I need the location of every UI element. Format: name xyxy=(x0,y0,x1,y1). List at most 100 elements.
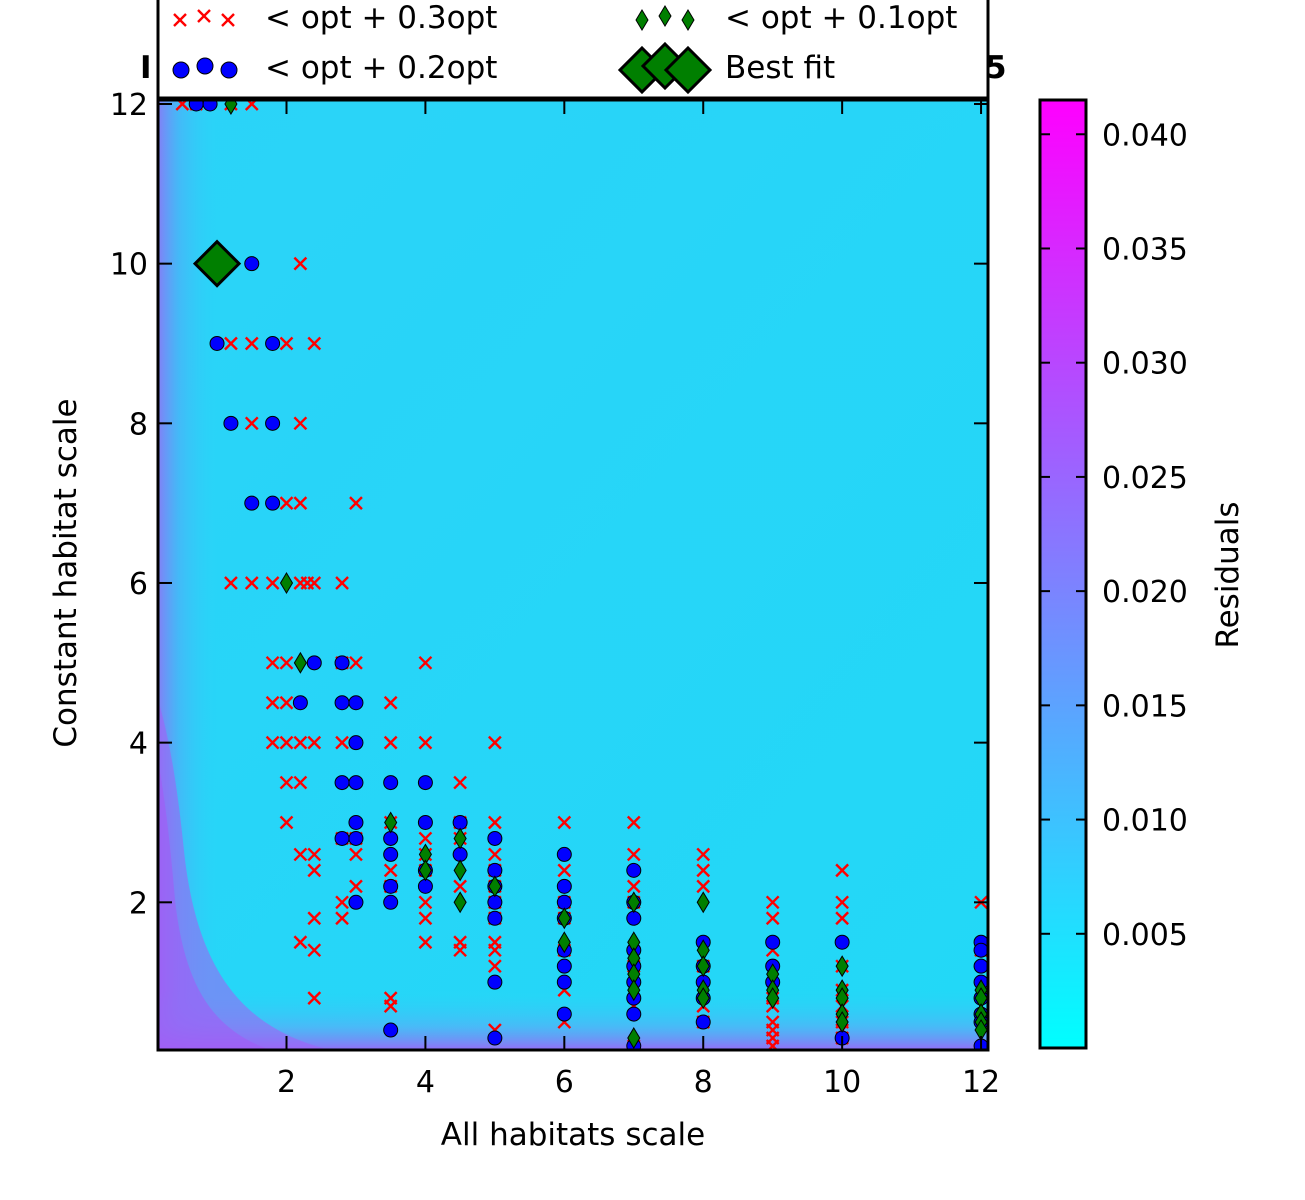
marker-thin-diamond-point xyxy=(696,891,710,914)
marker-x-point xyxy=(335,895,349,910)
marker-circle-point xyxy=(244,256,260,272)
marker-x-point xyxy=(488,959,502,974)
marker-x-point xyxy=(265,695,280,710)
marker-thin-diamond-point xyxy=(835,1011,849,1034)
marker-x-point xyxy=(835,863,849,878)
marker-x-point xyxy=(307,336,322,351)
y-tick-label: 2 xyxy=(129,886,148,921)
marker-circle-point xyxy=(292,695,308,711)
heatmap-field xyxy=(158,100,988,1050)
marker-x-point xyxy=(835,895,849,910)
marker-thin-diamond-point xyxy=(453,859,467,882)
axis-ticks: 2 4 6 8 10 12 2 4 6 8 10 12 xyxy=(110,88,1000,1100)
marker-x-point xyxy=(265,735,280,750)
marker-x-point xyxy=(488,943,502,958)
heatmap-corner-mid xyxy=(158,760,270,1050)
colorbar: 0.005 0.010 0.015 0.020 0.025 0.030 0.035 0.040… xyxy=(1038,98,1246,1050)
marker-circle-point xyxy=(383,894,399,910)
y-tick-label: 10 xyxy=(110,248,148,283)
marker-x-point xyxy=(557,863,572,878)
marker-circle-point xyxy=(417,775,433,791)
marker-x-point xyxy=(453,879,467,894)
legend-swatch-diamond xyxy=(663,45,713,95)
legend-swatch-x xyxy=(197,9,211,23)
marker-x-point xyxy=(696,863,711,878)
marker-x-point xyxy=(626,847,641,862)
marker-x-point xyxy=(349,496,363,510)
marker-x-point xyxy=(244,576,259,590)
marker-x-point xyxy=(765,911,780,926)
marker-thin-diamond-point xyxy=(627,1027,641,1049)
marker-x-point xyxy=(453,775,467,790)
marker-circle-point xyxy=(334,830,350,846)
colorbar-tick-label: 0.040 xyxy=(1102,118,1188,153)
marker-x-point xyxy=(307,576,322,590)
marker-x-point xyxy=(293,847,308,862)
marker-x-point xyxy=(293,735,308,750)
marker-circle-point xyxy=(487,830,503,846)
legend-box xyxy=(156,0,990,100)
colorbar-ticks: 0.005 0.010 0.015 0.020 0.025 0.030 0.035 0.040 xyxy=(1040,118,1188,953)
marker-thin-diamond-point xyxy=(418,859,432,882)
marker-circle-point xyxy=(334,655,350,671)
marker-circle-point xyxy=(487,910,503,926)
x-axis-label: All habitats scale xyxy=(441,1117,705,1153)
marker-x-point xyxy=(224,576,238,590)
marker-x-point xyxy=(383,999,398,1013)
legend-label-best-fit: Best fit xyxy=(725,50,835,86)
marker-x-point xyxy=(307,991,322,1005)
marker-thin-diamond-point xyxy=(835,955,849,978)
marker-circle-point xyxy=(765,934,781,950)
legend-swatch-thin-diamond xyxy=(635,9,649,31)
marker-circle-point xyxy=(265,335,281,351)
marker-circle-point xyxy=(348,894,364,910)
marker-x-point xyxy=(279,815,294,830)
marker-x-point xyxy=(557,815,572,830)
marker-circle-point xyxy=(202,100,218,112)
x-tick-label: 10 xyxy=(823,1065,861,1100)
x-tick-label: 12 xyxy=(962,1065,1000,1100)
x-tick-label: 4 xyxy=(416,1065,435,1100)
marker-x-point xyxy=(765,895,780,910)
marker-thin-diamond-point xyxy=(453,827,467,850)
x-tick-label: 8 xyxy=(694,1065,713,1100)
marker-circle-point xyxy=(417,814,433,830)
marker-circle-point xyxy=(417,878,433,894)
marker-thin-diamond-point xyxy=(279,572,294,594)
heatmap xyxy=(158,100,988,1050)
colorbar-tick-label: 0.025 xyxy=(1102,461,1188,496)
marker-x-point xyxy=(453,943,467,958)
legend-swatch-thin-diamond xyxy=(658,5,672,27)
marker-circle-point xyxy=(556,846,572,862)
marker-thin-diamond-point xyxy=(557,931,571,954)
marker-x-point xyxy=(488,815,502,830)
marker-best-fit-point xyxy=(192,239,242,288)
marker-circle-point xyxy=(209,335,225,351)
marker-circle-point xyxy=(383,775,399,791)
marker-circle-point xyxy=(556,1006,572,1022)
legend-swatches xyxy=(172,5,713,95)
marker-x-point xyxy=(224,336,238,351)
marker-x-point xyxy=(418,655,433,670)
legend-swatch-circle xyxy=(172,61,190,79)
title-fragment-left: I xyxy=(140,50,152,86)
marker-circle-point xyxy=(383,830,399,846)
marker-circle-point xyxy=(306,655,322,671)
marker-circle-point xyxy=(348,695,364,711)
marker-circle-point xyxy=(626,862,642,878)
marker-circle-point xyxy=(556,958,572,974)
marker-circle-point xyxy=(383,1022,399,1038)
marker-x-point xyxy=(244,416,259,431)
marker-x-point xyxy=(293,496,308,510)
marker-circle-point xyxy=(487,894,503,910)
marker-circle-point xyxy=(556,894,572,910)
legend-label-opt03: < opt + 0.3opt xyxy=(265,0,497,36)
marker-thin-diamond-point xyxy=(627,979,641,1002)
heatmap-corner-high xyxy=(158,700,330,1050)
marker-circle-point xyxy=(383,878,399,894)
marker-thin-diamond-point xyxy=(384,811,398,834)
marker-x-point xyxy=(293,775,308,790)
marker-circle-point xyxy=(452,846,468,862)
